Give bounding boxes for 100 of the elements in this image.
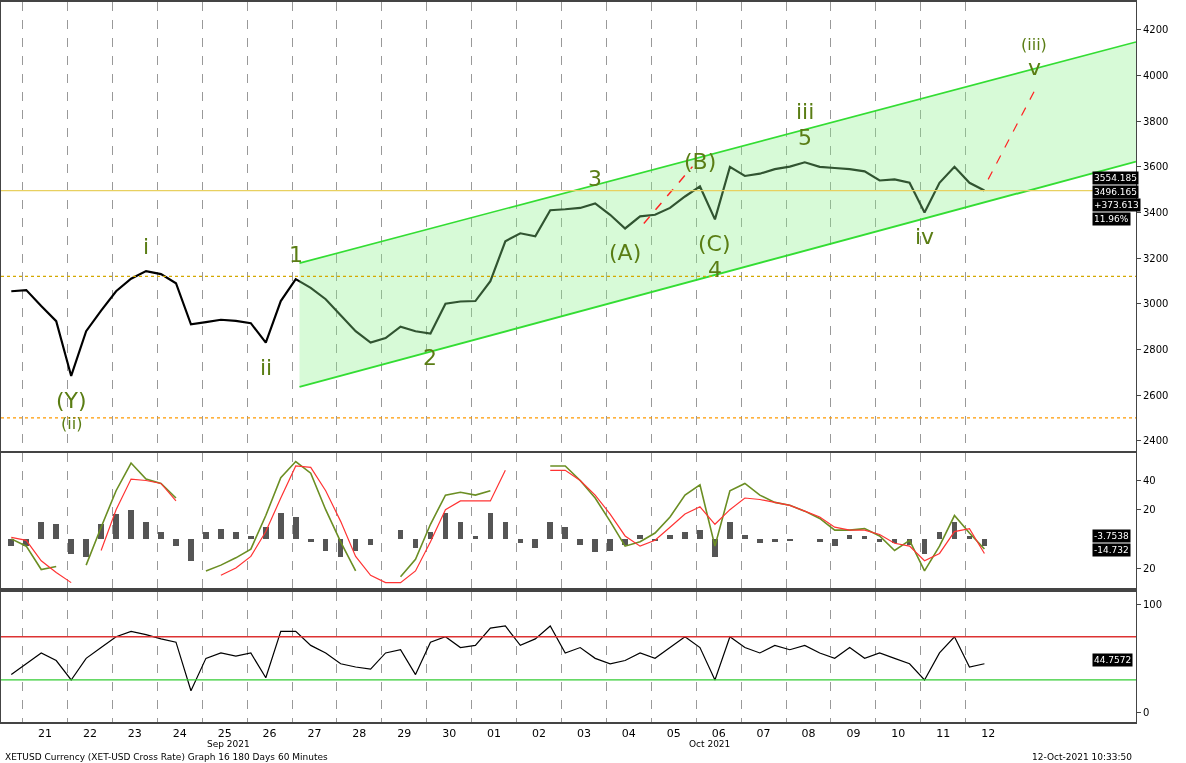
bar (368, 538, 373, 545)
y-tick-label: 20 (1143, 504, 1156, 516)
annotation: (Y) (56, 388, 87, 413)
x-tick-label: 21 (37, 727, 52, 741)
bar (53, 523, 59, 539)
bar (937, 531, 942, 539)
x-tick-label: 22 (82, 727, 97, 741)
bar (547, 521, 553, 539)
bar (922, 538, 927, 554)
annotation: (C) (698, 231, 731, 256)
bar (83, 538, 89, 557)
bar (353, 538, 358, 551)
annotation: ii (260, 355, 273, 380)
bar (113, 513, 119, 539)
bar (592, 538, 598, 552)
bar (967, 535, 972, 539)
annotation: (iii) (1021, 35, 1047, 54)
bar (832, 538, 838, 546)
bar (323, 538, 328, 551)
x-tick-label: 30 (442, 727, 457, 741)
bar (682, 531, 688, 539)
annotation: iv (915, 224, 935, 249)
x-tick-label: 09 (846, 727, 861, 741)
x-tick-label: 27 (307, 727, 322, 741)
x-tick-label: 12 (981, 727, 996, 741)
bar (8, 538, 14, 546)
bar (143, 521, 149, 539)
annotation: (B) (684, 149, 717, 174)
bar (862, 535, 867, 539)
annotation: 2 (423, 345, 437, 370)
bar (637, 534, 643, 539)
bar (173, 538, 179, 546)
annotation: 44.7572 (1094, 655, 1132, 665)
y-tick-label: 3400 (1143, 206, 1169, 218)
annotation: 3 (588, 166, 602, 191)
bar (503, 521, 508, 539)
x-tick-label: 05 (666, 727, 681, 741)
text: Sep 2021 (207, 739, 250, 749)
bar (233, 531, 239, 539)
bar (188, 538, 194, 561)
y-tick-label: 3200 (1143, 252, 1169, 264)
y-tick-label: 2600 (1143, 389, 1169, 401)
bar (308, 538, 314, 542)
annotation: -14.732 (1094, 545, 1129, 555)
bar (757, 538, 763, 543)
x-tick-label: 08 (801, 727, 816, 741)
x-tick-label: 23 (127, 727, 142, 741)
y-tick-label: 4000 (1143, 70, 1169, 82)
bar (38, 521, 44, 539)
bar (577, 538, 583, 545)
bar (248, 535, 254, 539)
bar (742, 534, 748, 539)
x-tick-label: 28 (352, 727, 367, 741)
y-tick-label: 3800 (1143, 115, 1169, 127)
annotation: +373.613 (1094, 200, 1139, 210)
y-tick-label: 2400 (1143, 435, 1169, 447)
bar (727, 521, 733, 539)
bar (847, 534, 852, 539)
bar (68, 538, 74, 554)
y-tick-label: 0 (1143, 706, 1150, 718)
x-tick-label: 04 (621, 727, 636, 741)
y-tick-label: 100 (1143, 598, 1163, 610)
x-tick-label: 26 (262, 727, 277, 741)
y-tick-label: 20 (1143, 562, 1156, 574)
bar (128, 509, 134, 539)
annotation: 3554.185 (1094, 173, 1137, 183)
x-tick-label: 06 (711, 727, 726, 741)
bar (158, 531, 164, 539)
x-tick-label: 29 (397, 727, 412, 741)
annotation: (ii) (61, 414, 83, 433)
bar (218, 528, 224, 539)
x-tick-label: 03 (576, 727, 591, 741)
bar (413, 538, 418, 548)
bar (398, 529, 403, 539)
annotation: 3496.165 (1094, 187, 1137, 197)
annotation: (A) (609, 240, 642, 265)
bar (488, 512, 493, 539)
x-tick-label: 02 (532, 727, 547, 741)
bar (817, 538, 823, 542)
y-tick-label: 40 (1143, 475, 1156, 487)
bar (443, 512, 448, 539)
annotation: 5 (798, 125, 812, 150)
bar (562, 526, 568, 539)
bar (203, 531, 209, 539)
bar (877, 538, 882, 542)
bar (473, 535, 478, 539)
annotation: iii (796, 99, 815, 124)
bar (278, 512, 284, 539)
text: 12-Oct-2021 10:33:50 (1032, 752, 1133, 762)
x-tick-label: 07 (756, 727, 771, 741)
y-tick-label: 3600 (1143, 161, 1169, 173)
x-tick-label: 24 (172, 727, 187, 741)
bar (458, 521, 463, 539)
x-tick-label: 10 (891, 727, 906, 741)
bar (667, 534, 673, 539)
bar (787, 538, 793, 541)
x-tick-label: 11 (936, 727, 951, 741)
annotation: 11.96% (1094, 214, 1129, 224)
annotation: i (143, 234, 150, 259)
x-tick-label: 25 (217, 727, 232, 741)
